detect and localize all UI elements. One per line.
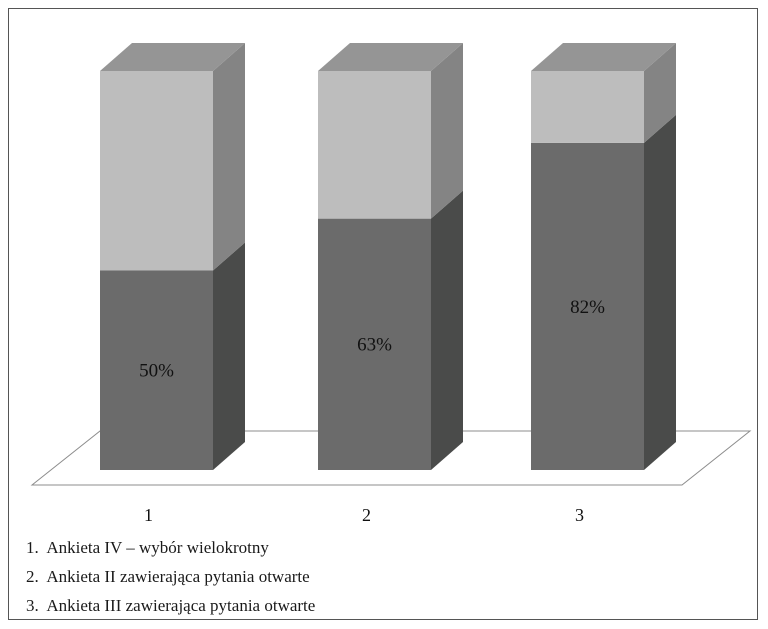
- bar-upper-front: [318, 71, 431, 219]
- bar-lower-front: [531, 142, 644, 470]
- legend: 1. Ankieta IV – wybór wielokrotny 2. Ank…: [26, 533, 315, 620]
- bar-lower-side: [431, 190, 463, 470]
- bar-top: [318, 43, 463, 71]
- legend-item-number: 3.: [26, 596, 39, 615]
- data-label: 50%: [139, 360, 174, 381]
- x-tick-label: 1: [144, 505, 153, 525]
- legend-item: 2. Ankieta II zawierająca pytania otwart…: [26, 562, 315, 591]
- bar-lower-side: [644, 114, 676, 470]
- bar-lower-front: [318, 218, 431, 470]
- legend-item-text: Ankieta III zawierająca pytania otwarte: [46, 596, 316, 615]
- data-label: 63%: [357, 334, 392, 355]
- legend-item-text: Ankieta II zawierająca pytania otwarte: [46, 567, 310, 586]
- bar-upper-front: [100, 71, 213, 271]
- legend-item: 1. Ankieta IV – wybór wielokrotny: [26, 533, 315, 562]
- bar-3: [531, 43, 676, 470]
- bar-2: [318, 43, 463, 470]
- bar-upper-side: [213, 43, 245, 271]
- bar-1: [100, 43, 245, 470]
- legend-item-text: Ankieta IV – wybór wielokrotny: [46, 538, 269, 557]
- x-tick-label: 3: [575, 505, 584, 525]
- legend-item-number: 2.: [26, 567, 39, 586]
- data-label: 82%: [570, 297, 605, 318]
- bar-lower-front: [100, 270, 213, 470]
- bar-upper-side: [644, 43, 676, 143]
- bar-lower-side: [213, 242, 245, 470]
- legend-item: 3. Ankieta III zawierająca pytania otwar…: [26, 591, 315, 620]
- legend-item-number: 1.: [26, 538, 39, 557]
- x-axis-ticks: 1 2 3: [144, 505, 584, 525]
- bar-upper-side: [431, 43, 463, 219]
- bar-top: [531, 43, 676, 71]
- bar-top: [100, 43, 245, 71]
- x-tick-label: 2: [362, 505, 371, 525]
- bars-group: 50% 63% 82%: [100, 43, 676, 470]
- bar-upper-front: [531, 71, 644, 143]
